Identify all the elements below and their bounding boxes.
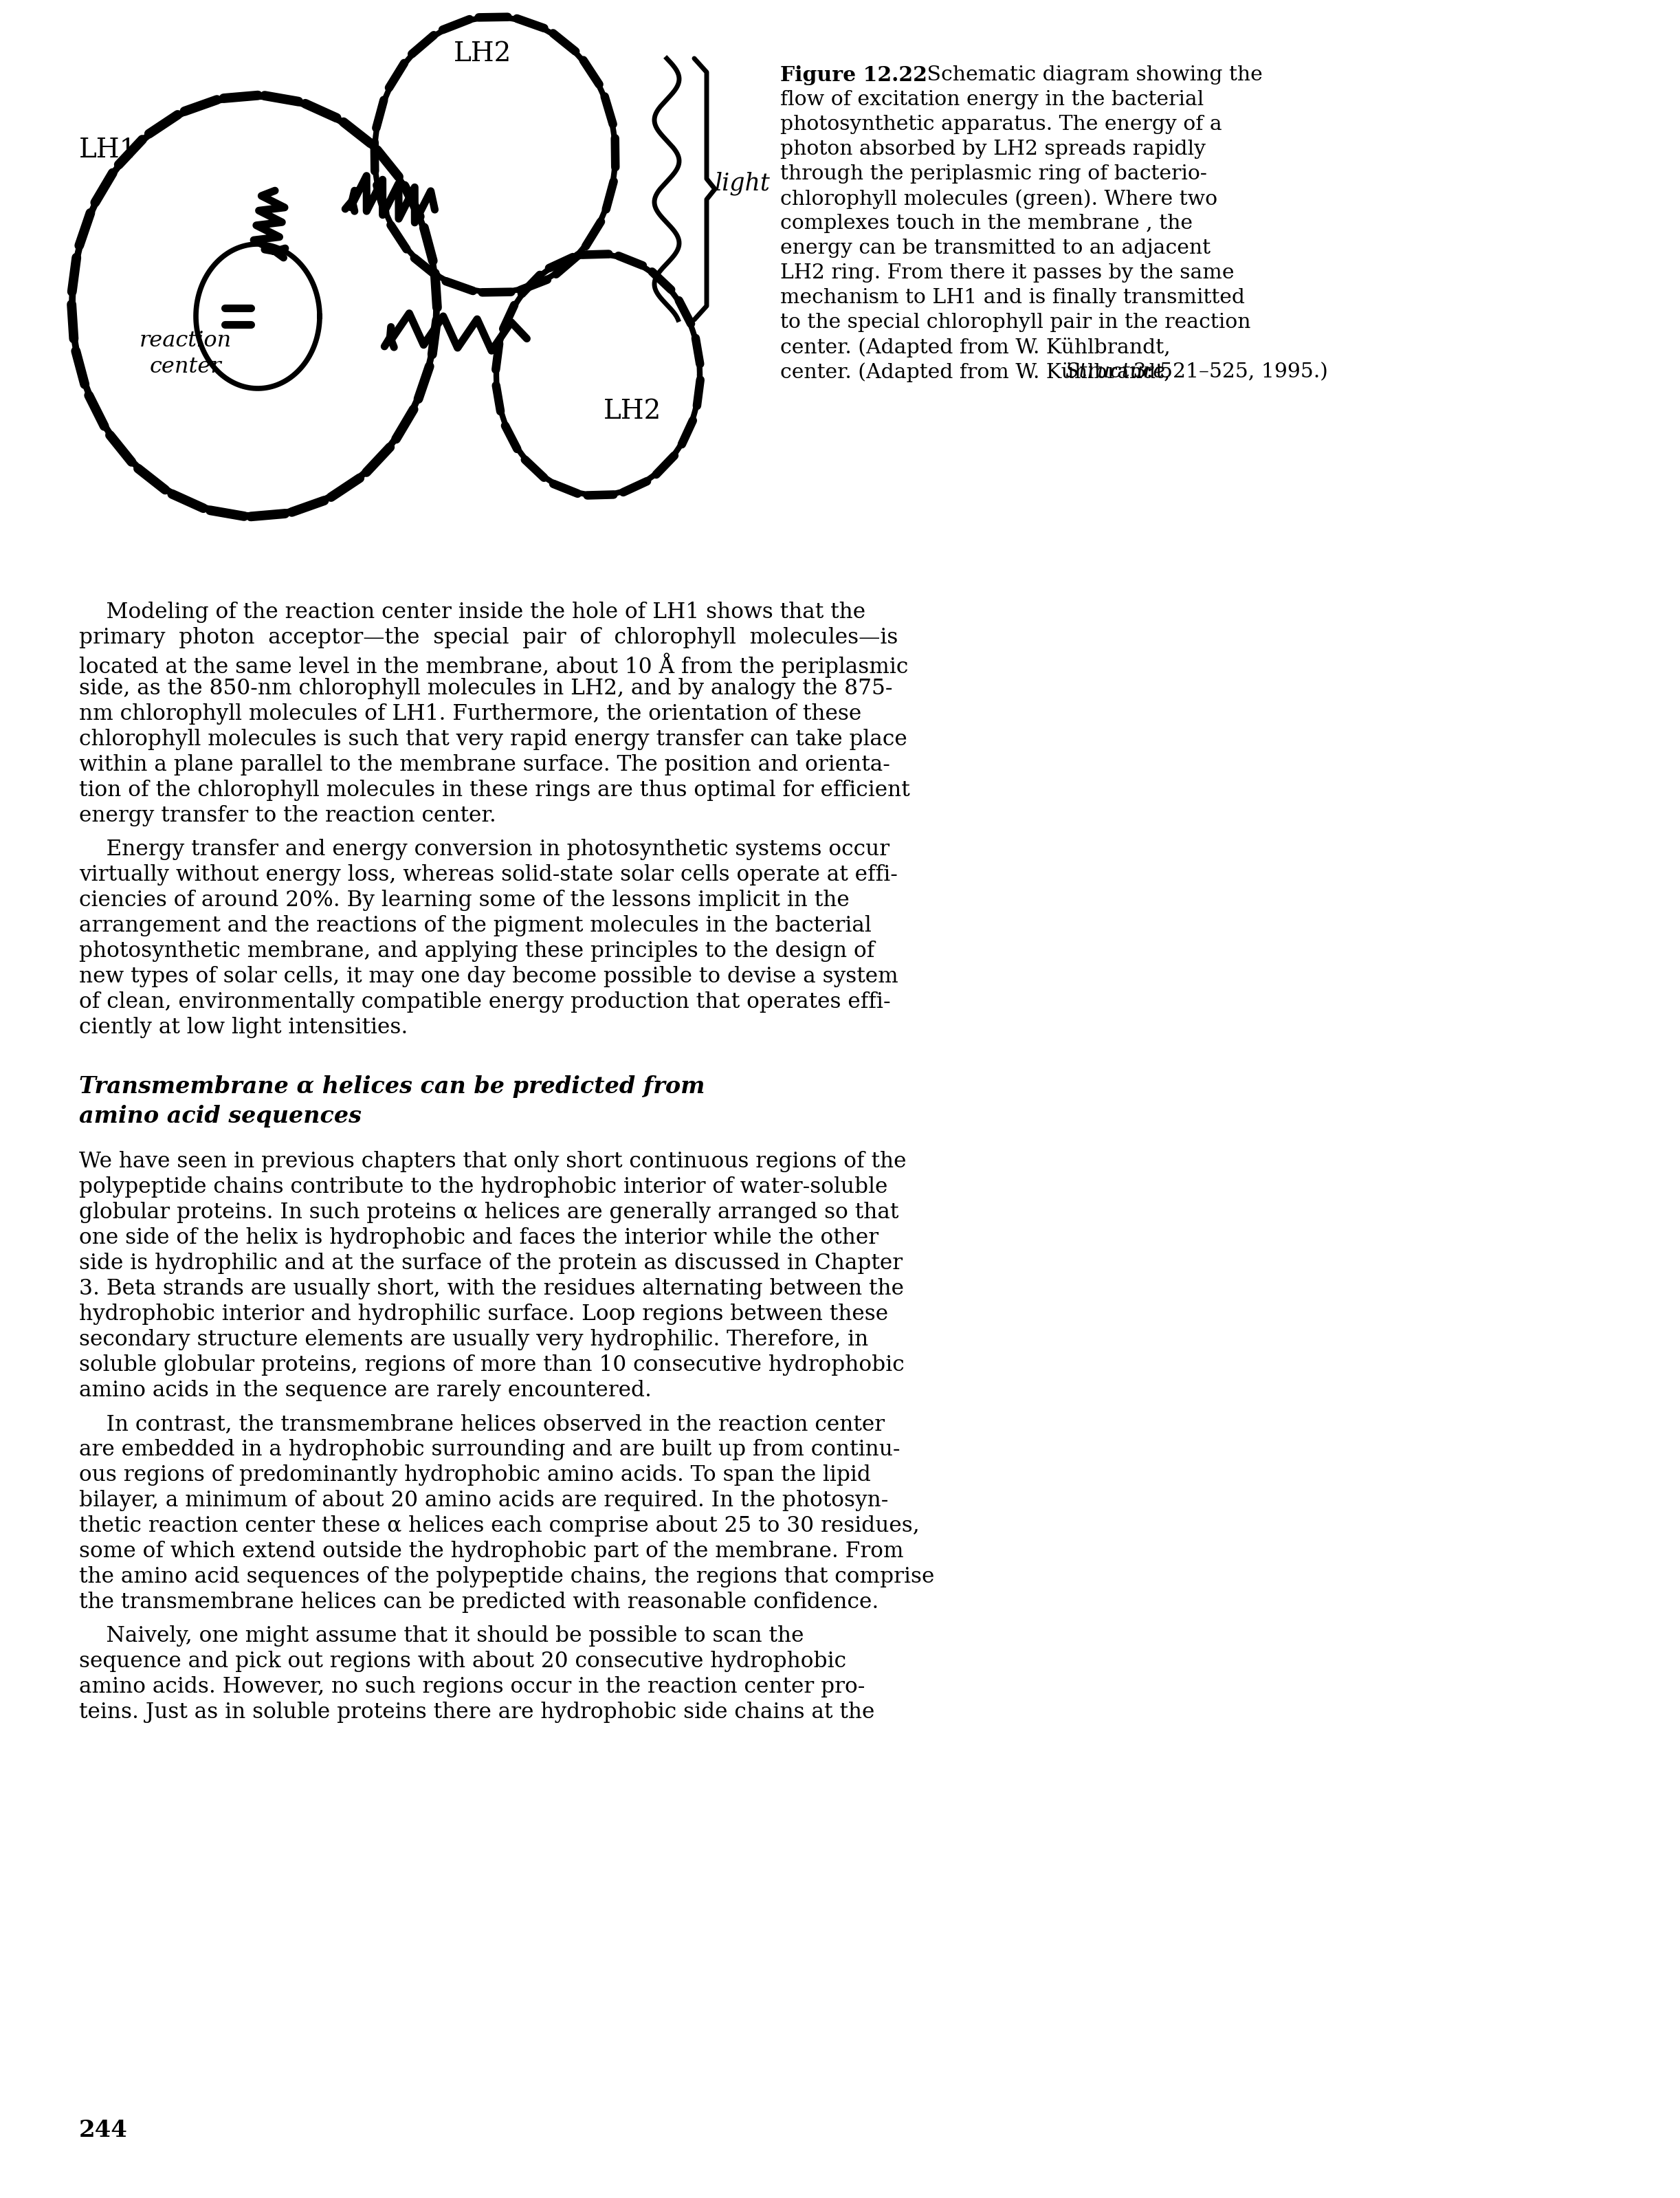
Text: LH1: LH1: [79, 138, 138, 163]
Text: the transmembrane helices can be predicted with reasonable confidence.: the transmembrane helices can be predict…: [79, 1591, 879, 1613]
Text: the amino acid sequences of the polypeptide chains, the regions that comprise: the amino acid sequences of the polypept…: [79, 1567, 934, 1587]
Text: light: light: [716, 171, 771, 196]
Text: to the special chlorophyll pair in the reaction: to the special chlorophyll pair in the r…: [780, 312, 1250, 332]
Text: primary  photon  acceptor—the  special  pair  of  chlorophyll  molecules—is: primary photon acceptor—the special pair…: [79, 626, 899, 648]
Text: Transmembrane α helices can be predicted from: Transmembrane α helices can be predicted…: [79, 1075, 706, 1099]
Text: LH2: LH2: [603, 398, 662, 424]
Text: energy can be transmitted to an adjacent: energy can be transmitted to an adjacent: [780, 240, 1211, 257]
Text: are embedded in a hydrophobic surrounding and are built up from continu-: are embedded in a hydrophobic surroundin…: [79, 1440, 900, 1459]
Text: Energy transfer and energy conversion in photosynthetic systems occur: Energy transfer and energy conversion in…: [79, 840, 890, 859]
Text: We have seen in previous chapters that only short continuous regions of the: We have seen in previous chapters that o…: [79, 1152, 906, 1172]
Text: new types of solar cells, it may one day become possible to devise a system: new types of solar cells, it may one day…: [79, 965, 899, 987]
Text: amino acids. However, no such regions occur in the reaction center pro-: amino acids. However, no such regions oc…: [79, 1677, 865, 1697]
Text: center. (Adapted from W. Kühlbrandt,: center. (Adapted from W. Kühlbrandt,: [780, 338, 1178, 358]
Text: some of which extend outside the hydrophobic part of the membrane. From: some of which extend outside the hydroph…: [79, 1541, 904, 1563]
Text: of clean, environmentally compatible energy production that operates effi-: of clean, environmentally compatible ene…: [79, 991, 890, 1013]
Text: complexes touch in the membrane , the: complexes touch in the membrane , the: [780, 213, 1193, 233]
Text: Schematic diagram showing the: Schematic diagram showing the: [921, 66, 1263, 84]
Text: Modeling of the reaction center inside the hole of LH1 shows that the: Modeling of the reaction center inside t…: [79, 602, 865, 622]
Text: located at the same level in the membrane, about 10 Å from the periplasmic: located at the same level in the membran…: [79, 653, 909, 677]
Text: polypeptide chains contribute to the hydrophobic interior of water-soluble: polypeptide chains contribute to the hyd…: [79, 1176, 887, 1198]
Text: energy transfer to the reaction center.: energy transfer to the reaction center.: [79, 804, 496, 826]
Text: 3: 521–525, 1995.): 3: 521–525, 1995.): [1126, 363, 1327, 382]
Text: amino acids in the sequence are rarely encountered.: amino acids in the sequence are rarely e…: [79, 1380, 652, 1400]
Text: through the periplasmic ring of bacterio-: through the periplasmic ring of bacterio…: [780, 165, 1206, 185]
Text: Figure 12.22: Figure 12.22: [780, 66, 927, 86]
Text: tion of the chlorophyll molecules in these rings are thus optimal for efficient: tion of the chlorophyll molecules in the…: [79, 780, 911, 800]
Text: Naively, one might assume that it should be possible to scan the: Naively, one might assume that it should…: [79, 1624, 805, 1646]
Text: chlorophyll molecules is such that very rapid energy transfer can take place: chlorophyll molecules is such that very …: [79, 730, 907, 750]
Text: side, as the 850-nm chlorophyll molecules in LH2, and by analogy the 875-: side, as the 850-nm chlorophyll molecule…: [79, 677, 892, 699]
Text: thetic reaction center these α helices each comprise about 25 to 30 residues,: thetic reaction center these α helices e…: [79, 1514, 919, 1536]
Text: hydrophobic interior and hydrophilic surface. Loop regions between these: hydrophobic interior and hydrophilic sur…: [79, 1303, 889, 1325]
Text: reaction
center: reaction center: [139, 330, 232, 378]
Text: flow of excitation energy in the bacterial: flow of excitation energy in the bacteri…: [780, 90, 1205, 110]
Text: one side of the helix is hydrophobic and faces the interior while the other: one side of the helix is hydrophobic and…: [79, 1226, 879, 1248]
Text: soluble globular proteins, regions of more than 10 consecutive hydrophobic: soluble globular proteins, regions of mo…: [79, 1354, 904, 1376]
Text: 3. Beta strands are usually short, with the residues alternating between the: 3. Beta strands are usually short, with …: [79, 1277, 904, 1299]
Text: sequence and pick out regions with about 20 consecutive hydrophobic: sequence and pick out regions with about…: [79, 1651, 847, 1673]
Text: arrangement and the reactions of the pigment molecules in the bacterial: arrangement and the reactions of the pig…: [79, 914, 872, 936]
Text: mechanism to LH1 and is finally transmitted: mechanism to LH1 and is finally transmit…: [780, 288, 1245, 308]
Text: photon absorbed by LH2 spreads rapidly: photon absorbed by LH2 spreads rapidly: [780, 138, 1206, 158]
Text: ciently at low light intensities.: ciently at low light intensities.: [79, 1018, 408, 1037]
Text: secondary structure elements are usually very hydrophilic. Therefore, in: secondary structure elements are usually…: [79, 1330, 869, 1350]
Text: nm chlorophyll molecules of LH1. Furthermore, the orientation of these: nm chlorophyll molecules of LH1. Further…: [79, 703, 862, 725]
Text: photosynthetic membrane, and applying these principles to the design of: photosynthetic membrane, and applying th…: [79, 941, 875, 963]
Text: within a plane parallel to the membrane surface. The position and orienta-: within a plane parallel to the membrane …: [79, 754, 890, 776]
Text: LH2 ring. From there it passes by the same: LH2 ring. From there it passes by the sa…: [780, 264, 1235, 284]
Text: photosynthetic apparatus. The energy of a: photosynthetic apparatus. The energy of …: [780, 114, 1221, 134]
Text: LH2: LH2: [454, 42, 512, 66]
Text: amino acid sequences: amino acid sequences: [79, 1106, 361, 1128]
Text: ciencies of around 20%. By learning some of the lessons implicit in the: ciencies of around 20%. By learning some…: [79, 890, 850, 910]
Text: 244: 244: [79, 2119, 128, 2141]
Text: chlorophyll molecules (green). Where two: chlorophyll molecules (green). Where two: [780, 189, 1218, 209]
Text: In contrast, the transmembrane helices observed in the reaction center: In contrast, the transmembrane helices o…: [79, 1413, 885, 1435]
Text: virtually without energy loss, whereas solid-state solar cells operate at effi-: virtually without energy loss, whereas s…: [79, 864, 897, 886]
Text: side is hydrophilic and at the surface of the protein as discussed in Chapter: side is hydrophilic and at the surface o…: [79, 1253, 902, 1275]
Text: center. (Adapted from W. Kühlbrandt,: center. (Adapted from W. Kühlbrandt,: [780, 363, 1178, 382]
Text: teins. Just as in soluble proteins there are hydrophobic side chains at the: teins. Just as in soluble proteins there…: [79, 1701, 875, 1723]
Text: Structure: Structure: [1065, 363, 1164, 382]
Text: globular proteins. In such proteins α helices are generally arranged so that: globular proteins. In such proteins α he…: [79, 1202, 899, 1222]
Text: ous regions of predominantly hydrophobic amino acids. To span the lipid: ous regions of predominantly hydrophobic…: [79, 1464, 870, 1486]
Text: bilayer, a minimum of about 20 amino acids are required. In the photosyn-: bilayer, a minimum of about 20 amino aci…: [79, 1490, 889, 1512]
